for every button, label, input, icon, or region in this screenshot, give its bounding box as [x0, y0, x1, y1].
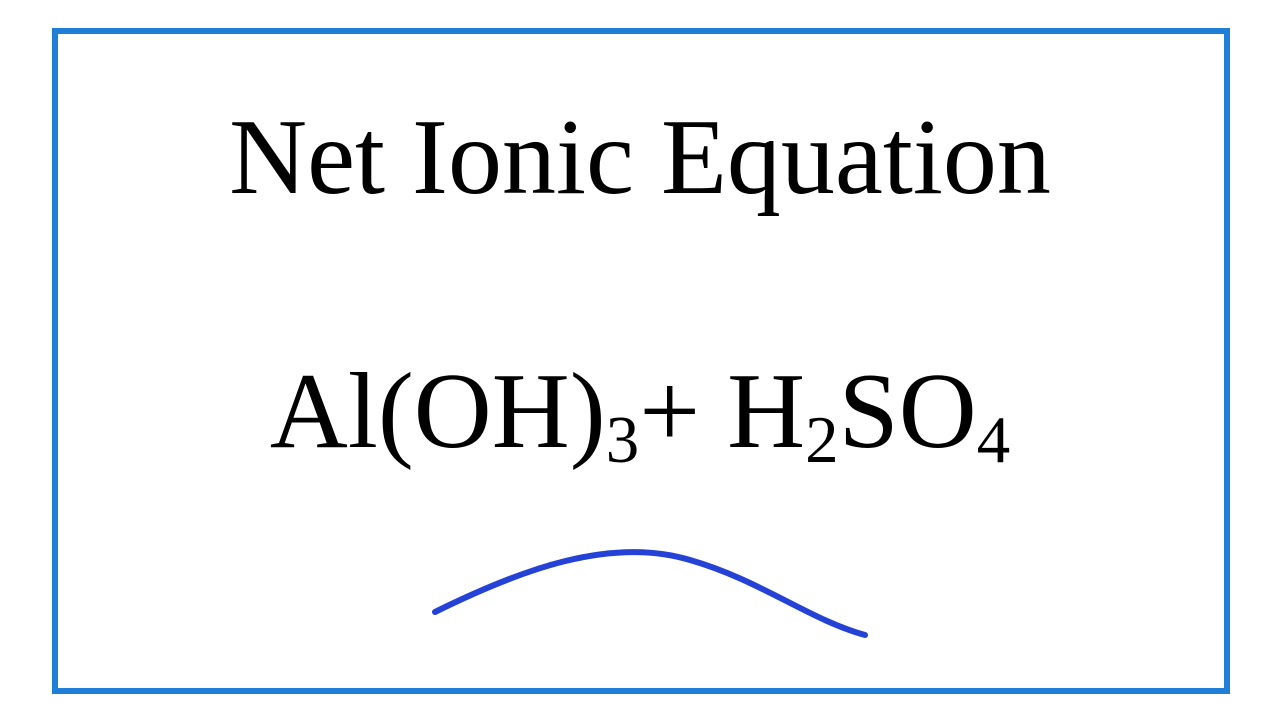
equation-text: Al(OH)	[270, 350, 606, 474]
curve-path	[435, 552, 865, 635]
chemical-equation: Al(OH)3 + H2SO4	[0, 350, 1280, 474]
underline-curve	[410, 520, 890, 650]
equation-text: SO	[839, 350, 977, 474]
curve-svg	[410, 520, 890, 650]
equation-text: + H	[639, 350, 805, 474]
equation-subscript: 2	[805, 402, 838, 479]
title-text: Net Ionic Equation	[0, 96, 1280, 220]
equation-subscript: 3	[606, 402, 639, 479]
equation-subscript: 4	[977, 402, 1010, 479]
